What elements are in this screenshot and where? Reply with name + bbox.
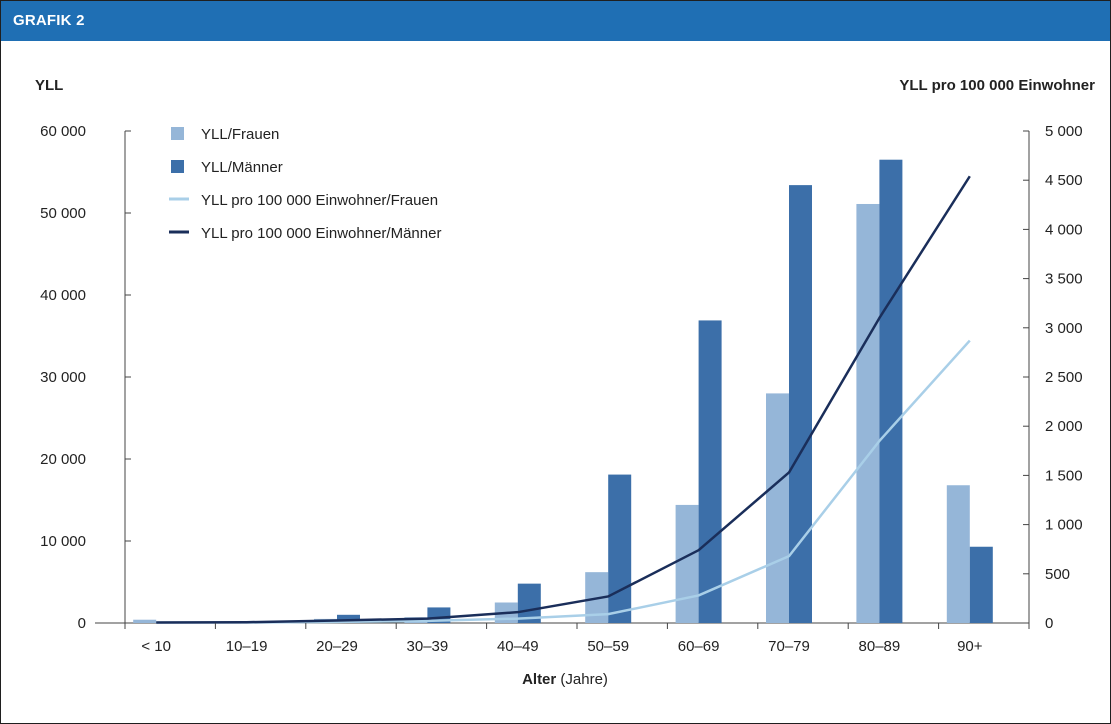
- x-tick-label: 70–79: [768, 638, 810, 655]
- bar-frauen: [133, 619, 157, 623]
- line-frauen: [156, 339, 971, 624]
- bar-frauen: [675, 504, 699, 623]
- left-axis-title: YLL: [35, 77, 63, 94]
- left-tick-label: 50 000: [40, 205, 86, 222]
- right-tick-label: 2 500: [1045, 369, 1083, 386]
- right-tick-label: 0: [1045, 615, 1053, 632]
- bar-maenner: [337, 614, 360, 623]
- legend-item-line-frauen-label: YLL pro 100 000 Einwohner/Frauen: [201, 192, 438, 209]
- right-tick-label: 500: [1045, 566, 1070, 583]
- left-tick-label: 40 000: [40, 287, 86, 304]
- right-tick-label: 3 500: [1045, 271, 1083, 288]
- figure-title: GRAFIK 2: [13, 12, 85, 29]
- left-tick-label: 10 000: [40, 533, 86, 550]
- bar-frauen: [946, 485, 970, 623]
- x-tick-label: 20–29: [316, 638, 358, 655]
- x-tick-label: < 10: [141, 638, 171, 655]
- bar-maenner: [698, 320, 722, 623]
- legend-item-yll-maenner-label: YLL/Männer: [201, 159, 283, 176]
- legend-item-yll-frauen-label: YLL/Frauen: [201, 126, 279, 143]
- line-maenner: [156, 175, 971, 624]
- right-tick-label: 2 000: [1045, 418, 1083, 435]
- bar-frauen: [856, 203, 880, 624]
- bar-maenner: [517, 583, 541, 623]
- right-tick-label: 3 000: [1045, 320, 1083, 337]
- bar-maenner: [608, 474, 632, 623]
- x-tick-label: 50–59: [587, 638, 629, 655]
- x-tick-label: 30–39: [407, 638, 449, 655]
- legend-item-yll-frauen-swatch: [171, 127, 184, 140]
- x-axis-title-rest: (Jahre): [556, 671, 608, 688]
- x-axis-title: Alter (Jahre): [522, 671, 608, 688]
- left-tick-label: 30 000: [40, 369, 86, 386]
- bar-frauen: [766, 393, 789, 623]
- right-tick-label: 1 000: [1045, 517, 1083, 534]
- left-tick-label: 20 000: [40, 451, 86, 468]
- legend-item-yll-maenner-swatch: [171, 160, 184, 173]
- x-tick-label: 90+: [957, 638, 983, 655]
- bar-maenner: [789, 185, 812, 623]
- left-tick-label: 60 000: [40, 123, 86, 140]
- left-tick-label: 0: [78, 615, 86, 632]
- bar-maenner: [969, 546, 993, 623]
- right-axis-title: YLL pro 100 000 Einwohner: [899, 77, 1095, 94]
- x-tick-label: 60–69: [678, 638, 720, 655]
- right-tick-label: 4 500: [1045, 172, 1083, 189]
- right-tick-label: 5 000: [1045, 123, 1083, 140]
- x-tick-label: 40–49: [497, 638, 539, 655]
- x-axis-title-bold: Alter: [522, 671, 556, 688]
- chart: YLL YLL pro 100 000 Einwohner 0 10 000 20 …: [35, 77, 1095, 688]
- x-tick-label: 80–89: [859, 638, 901, 655]
- x-tick-label: 10–19: [226, 638, 268, 655]
- right-tick-label: 1 500: [1045, 467, 1083, 484]
- right-tick-label: 4 000: [1045, 221, 1083, 238]
- legend-item-line-maenner-label: YLL pro 100 000 Einwohner/Männer: [201, 225, 441, 242]
- figure-header: GRAFIK 2: [1, 1, 1110, 41]
- bar-maenner: [879, 159, 903, 623]
